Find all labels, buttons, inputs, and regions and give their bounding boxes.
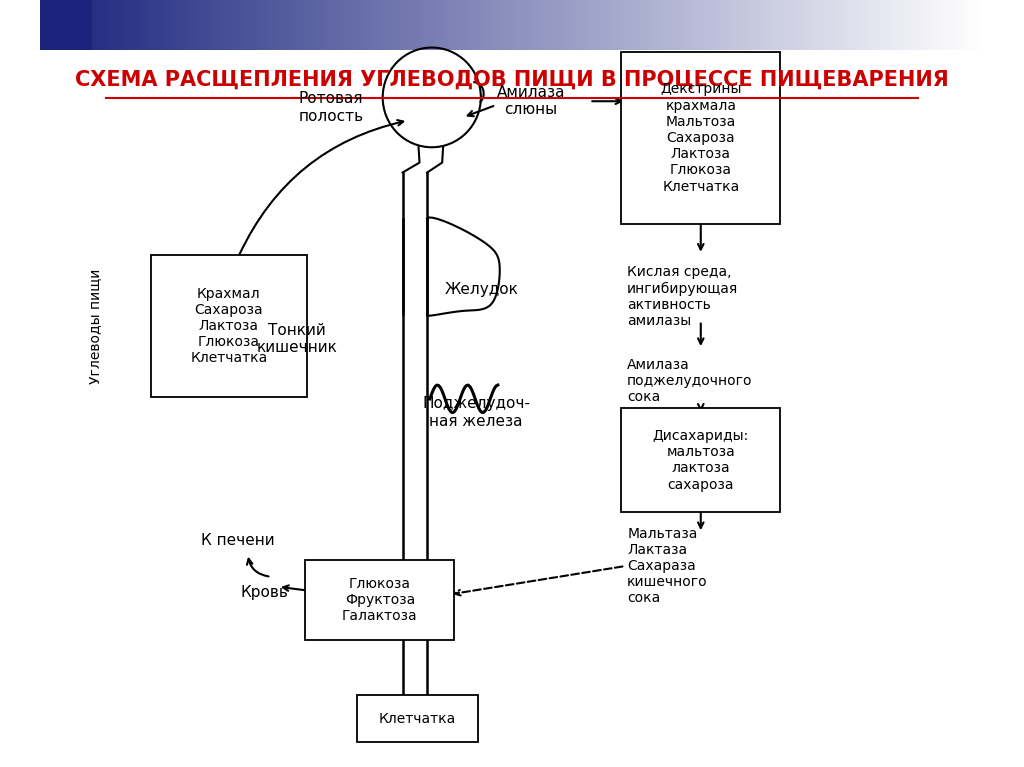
FancyBboxPatch shape <box>40 0 92 50</box>
Text: Амилаза
поджелудочного
сока: Амилаза поджелудочного сока <box>627 358 753 404</box>
Text: Желудок: Желудок <box>444 281 519 297</box>
Text: Мальтаза
Лактаза
Сахараза
кишечного
сока: Мальтаза Лактаза Сахараза кишечного сока <box>627 527 708 605</box>
FancyBboxPatch shape <box>305 560 455 640</box>
Text: Кислая среда,
ингибирующая
активность
амилазы: Кислая среда, ингибирующая активность ам… <box>627 265 738 328</box>
Text: Амилаза
слюны: Амилаза слюны <box>497 85 565 117</box>
Text: Ротовая
полость: Ротовая полость <box>298 91 364 123</box>
Text: Углеводы пищи: Углеводы пищи <box>88 268 101 384</box>
Text: Глюкоза
Фруктоза
Галактоза: Глюкоза Фруктоза Галактоза <box>342 577 418 623</box>
Text: Кровь: Кровь <box>241 584 289 600</box>
FancyBboxPatch shape <box>622 408 780 512</box>
Text: Тонкий
кишечник: Тонкий кишечник <box>256 323 337 355</box>
Text: Дисахариды:
мальтоза
лактоза
сахароза: Дисахариды: мальтоза лактоза сахароза <box>652 429 749 492</box>
Text: Поджелудоч-
ная железа: Поджелудоч- ная железа <box>422 397 530 429</box>
Text: Декстрины
крахмала
Мальтоза
Сахароза
Лактоза
Глюкоза
Клетчатка: Декстрины крахмала Мальтоза Сахароза Лак… <box>660 83 741 193</box>
Text: СХЕМА РАСЩЕПЛЕНИЯ УГЛЕВОДОВ ПИЩИ В ПРОЦЕССЕ ПИЩЕВАРЕНИЯ: СХЕМА РАСЩЕПЛЕНИЯ УГЛЕВОДОВ ПИЩИ В ПРОЦЕ… <box>75 70 949 90</box>
FancyBboxPatch shape <box>622 52 780 225</box>
FancyBboxPatch shape <box>151 255 307 397</box>
FancyBboxPatch shape <box>357 695 478 742</box>
Text: Крахмал
Сахароза
Лактоза
Глюкоза
Клетчатка: Крахмал Сахароза Лактоза Глюкоза Клетчат… <box>190 287 267 365</box>
Text: Клетчатка: Клетчатка <box>379 712 457 726</box>
Text: К печени: К печени <box>202 533 275 548</box>
